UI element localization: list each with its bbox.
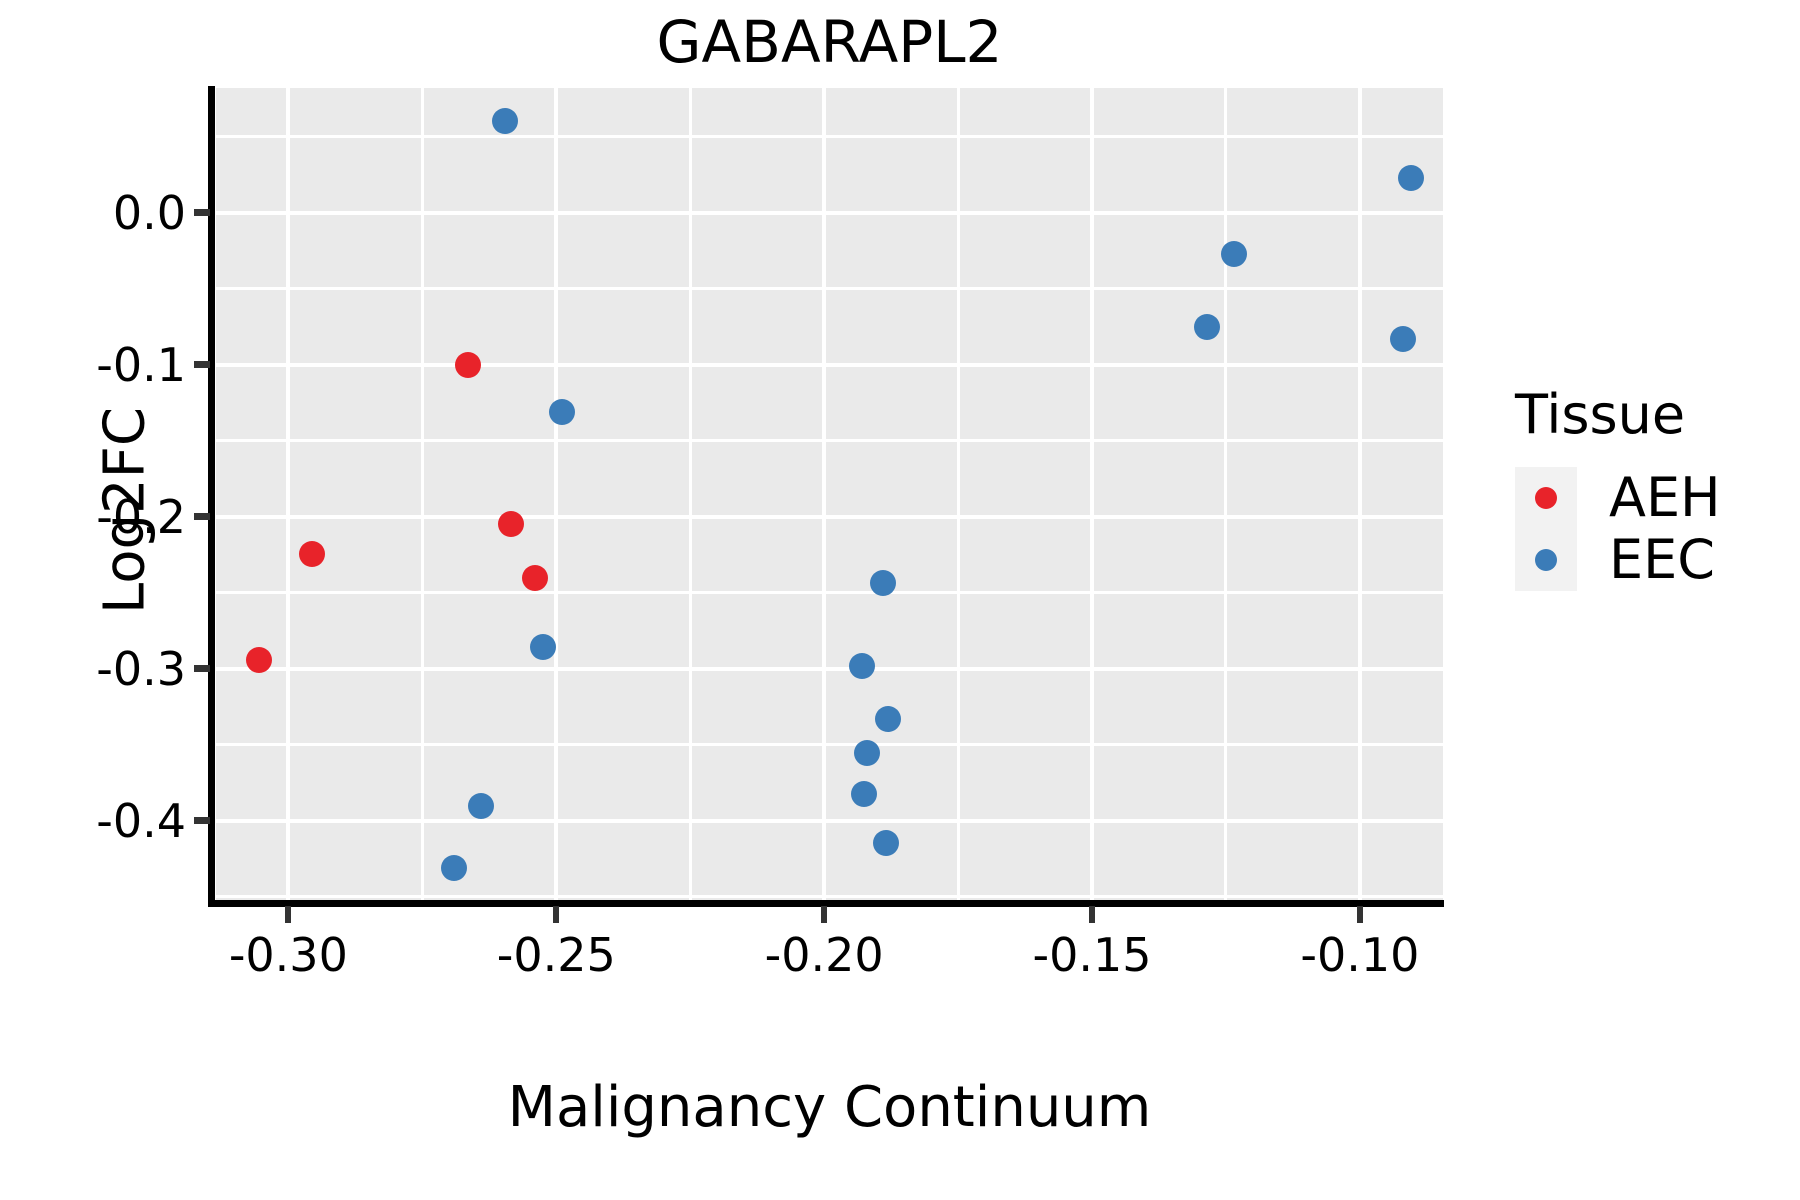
y-tick-mark [194, 209, 210, 217]
x-tick-label: -0.25 [496, 928, 616, 982]
data-point-eec [529, 633, 556, 660]
legend-dot-icon [1535, 487, 1557, 509]
legend-item-label: AEH [1609, 466, 1721, 529]
gridline-minor-horizontal [216, 895, 1443, 899]
page-title: GABARAPL2 [656, 8, 1003, 76]
legend: Tissue AEH EEC [1515, 385, 1785, 591]
x-tick-label: -0.10 [1300, 928, 1420, 982]
data-point-eec [848, 652, 875, 679]
gridline-major-horizontal [216, 362, 1443, 367]
data-point-eec [875, 706, 902, 733]
x-tick-mark [821, 906, 828, 923]
data-point-eec [548, 398, 575, 425]
gridline-minor-vertical [420, 88, 424, 900]
data-point-eec [870, 569, 897, 596]
legend-item-aeh[interactable]: AEH [1515, 467, 1785, 529]
gridline-minor-vertical [956, 88, 960, 900]
data-point-aeh [497, 510, 524, 537]
gridline-major-vertical [286, 88, 291, 900]
gridline-major-vertical [822, 88, 827, 900]
gridline-minor-vertical [688, 88, 692, 900]
gridline-minor-horizontal [216, 743, 1443, 747]
x-tick-mark [285, 906, 292, 923]
gridline-minor-horizontal [216, 591, 1443, 595]
y-tick-mark [194, 361, 210, 369]
x-axis-label: Malignancy Continuum [507, 1075, 1152, 1140]
data-point-eec [1194, 313, 1221, 340]
legend-item-label: EEC [1609, 528, 1715, 591]
gridline-major-vertical [554, 88, 559, 900]
y-tick-mark [194, 817, 210, 825]
legend-key-swatch [1515, 467, 1577, 529]
y-tick-mark [194, 665, 210, 673]
x-tick-mark [1356, 906, 1363, 923]
legend-key-swatch [1515, 529, 1577, 591]
gridline-major-horizontal [216, 210, 1443, 215]
gridline-minor-horizontal [216, 287, 1443, 291]
data-point-eec [441, 855, 468, 882]
data-point-eec [468, 792, 495, 819]
y-tick-mark [194, 513, 210, 521]
data-point-aeh [454, 351, 481, 378]
x-tick-mark [553, 906, 560, 923]
legend-entries: AEH EEC [1515, 467, 1785, 591]
y-tick-label: -0.2 [96, 489, 186, 544]
data-point-eec [1389, 325, 1416, 352]
data-point-eec [851, 780, 878, 807]
x-tick-mark [1089, 906, 1096, 923]
y-tick-label: 0.0 [112, 185, 186, 240]
gridline-major-horizontal [216, 818, 1443, 823]
data-point-aeh [299, 541, 326, 568]
x-tick-label: -0.20 [764, 928, 884, 982]
x-axis-line [208, 900, 1444, 907]
gridline-minor-vertical [1224, 88, 1228, 900]
gridline-major-vertical [1357, 88, 1362, 900]
y-tick-label: -0.1 [96, 337, 186, 392]
data-point-aeh [521, 564, 548, 591]
y-axis-label: Log2FC [92, 407, 158, 614]
gridline-major-vertical [1090, 88, 1095, 900]
gridline-major-horizontal [216, 514, 1443, 519]
data-point-aeh [245, 646, 272, 673]
data-point-eec [1397, 164, 1424, 191]
data-point-eec [492, 108, 519, 135]
data-point-eec [1221, 240, 1248, 267]
data-point-eec [854, 740, 880, 767]
gridline-minor-horizontal [216, 439, 1443, 443]
legend-title: Tissue [1515, 383, 1686, 446]
legend-item-eec[interactable]: EEC [1515, 529, 1785, 591]
data-point-eec [872, 829, 899, 856]
y-tick-label: -0.4 [96, 793, 186, 848]
x-tick-label: -0.30 [228, 928, 348, 982]
legend-dot-icon [1535, 549, 1557, 571]
y-axis-line [208, 86, 215, 904]
x-tick-label: -0.15 [1032, 928, 1152, 982]
y-tick-label: -0.3 [96, 641, 186, 696]
plot-panel [216, 88, 1443, 900]
gridline-minor-horizontal [216, 135, 1443, 139]
gridline-major-horizontal [216, 666, 1443, 671]
